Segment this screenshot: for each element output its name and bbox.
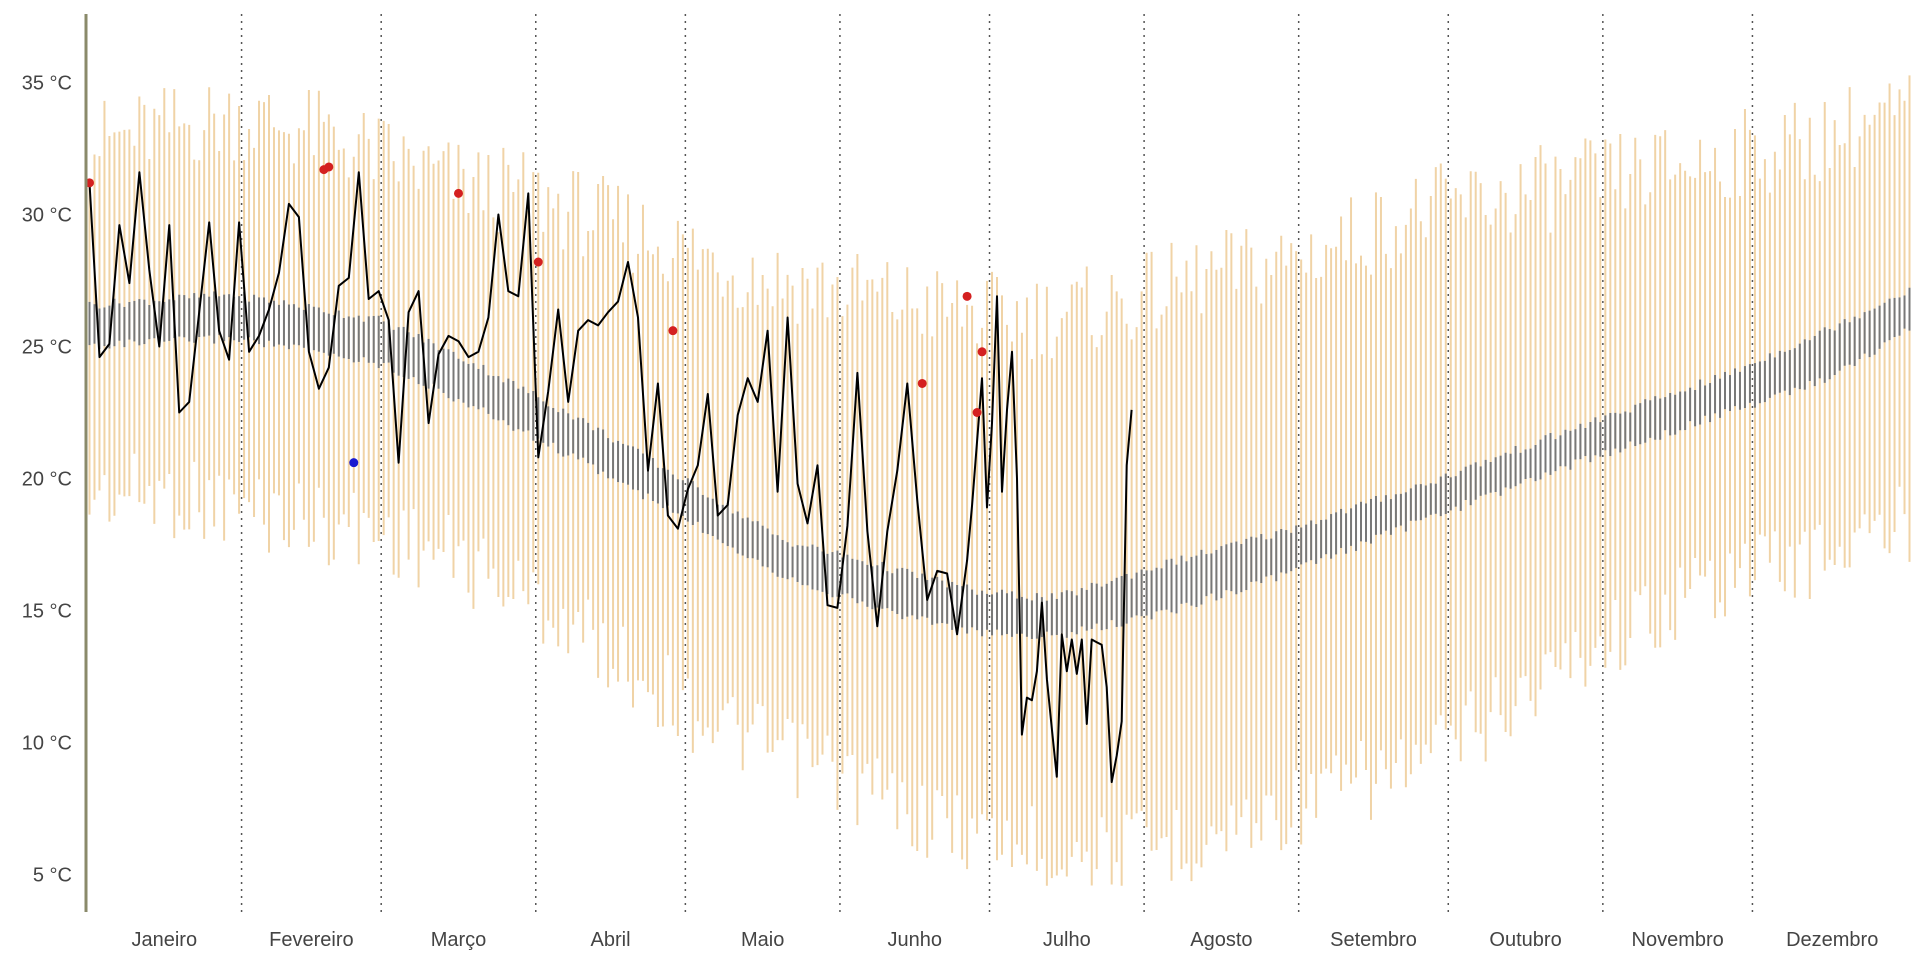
x-tick-label-month: Março bbox=[431, 929, 487, 951]
current-year-line bbox=[88, 171, 1133, 784]
y-tick-label: 25 °C bbox=[22, 337, 72, 359]
x-tick-label-month: Dezembro bbox=[1786, 929, 1878, 951]
y-axis-ticks: 5 °C 10 °C 15 °C 20 °C 25 °C 30 °C 35 °C bbox=[22, 73, 72, 887]
record-high-point bbox=[453, 188, 463, 198]
record-high-point bbox=[917, 378, 927, 388]
y-tick-label: 30 °C bbox=[22, 205, 72, 227]
y-tick-label: 35 °C bbox=[22, 73, 72, 95]
x-tick-label-month: Novembro bbox=[1632, 929, 1724, 951]
record-range-bars bbox=[88, 75, 1911, 886]
record-high-point bbox=[668, 326, 678, 336]
x-tick-label-month: Abril bbox=[591, 929, 631, 951]
y-tick-label: 10 °C bbox=[22, 733, 72, 755]
normal-range-bars bbox=[88, 287, 1911, 639]
x-tick-label-month: Maio bbox=[741, 929, 784, 951]
x-axis-month-labels: Janeiro Fevereiro Março Abril Maio Junho Julho… bbox=[131, 929, 1878, 951]
y-tick-label: 15 °C bbox=[22, 601, 72, 623]
current-year-series-line bbox=[88, 171, 1133, 784]
y-tick-label: 20 °C bbox=[22, 469, 72, 491]
record-high-point bbox=[324, 162, 334, 172]
record-high-point bbox=[533, 257, 543, 267]
record-high-point bbox=[962, 291, 972, 301]
x-tick-label-month: Julho bbox=[1043, 929, 1091, 951]
x-tick-label-month: Setembro bbox=[1330, 929, 1417, 951]
record-low-point bbox=[349, 458, 359, 468]
x-tick-label-month: Agosto bbox=[1190, 929, 1252, 951]
x-tick-label-month: Outubro bbox=[1489, 929, 1561, 951]
record-high-point bbox=[972, 408, 982, 417]
y-tick-label: 5 °C bbox=[33, 865, 72, 887]
x-tick-label-month: Junho bbox=[887, 929, 942, 951]
record-high-point bbox=[977, 347, 987, 357]
x-tick-label-month: Janeiro bbox=[131, 929, 197, 951]
x-tick-label-month: Fevereiro bbox=[269, 929, 353, 951]
